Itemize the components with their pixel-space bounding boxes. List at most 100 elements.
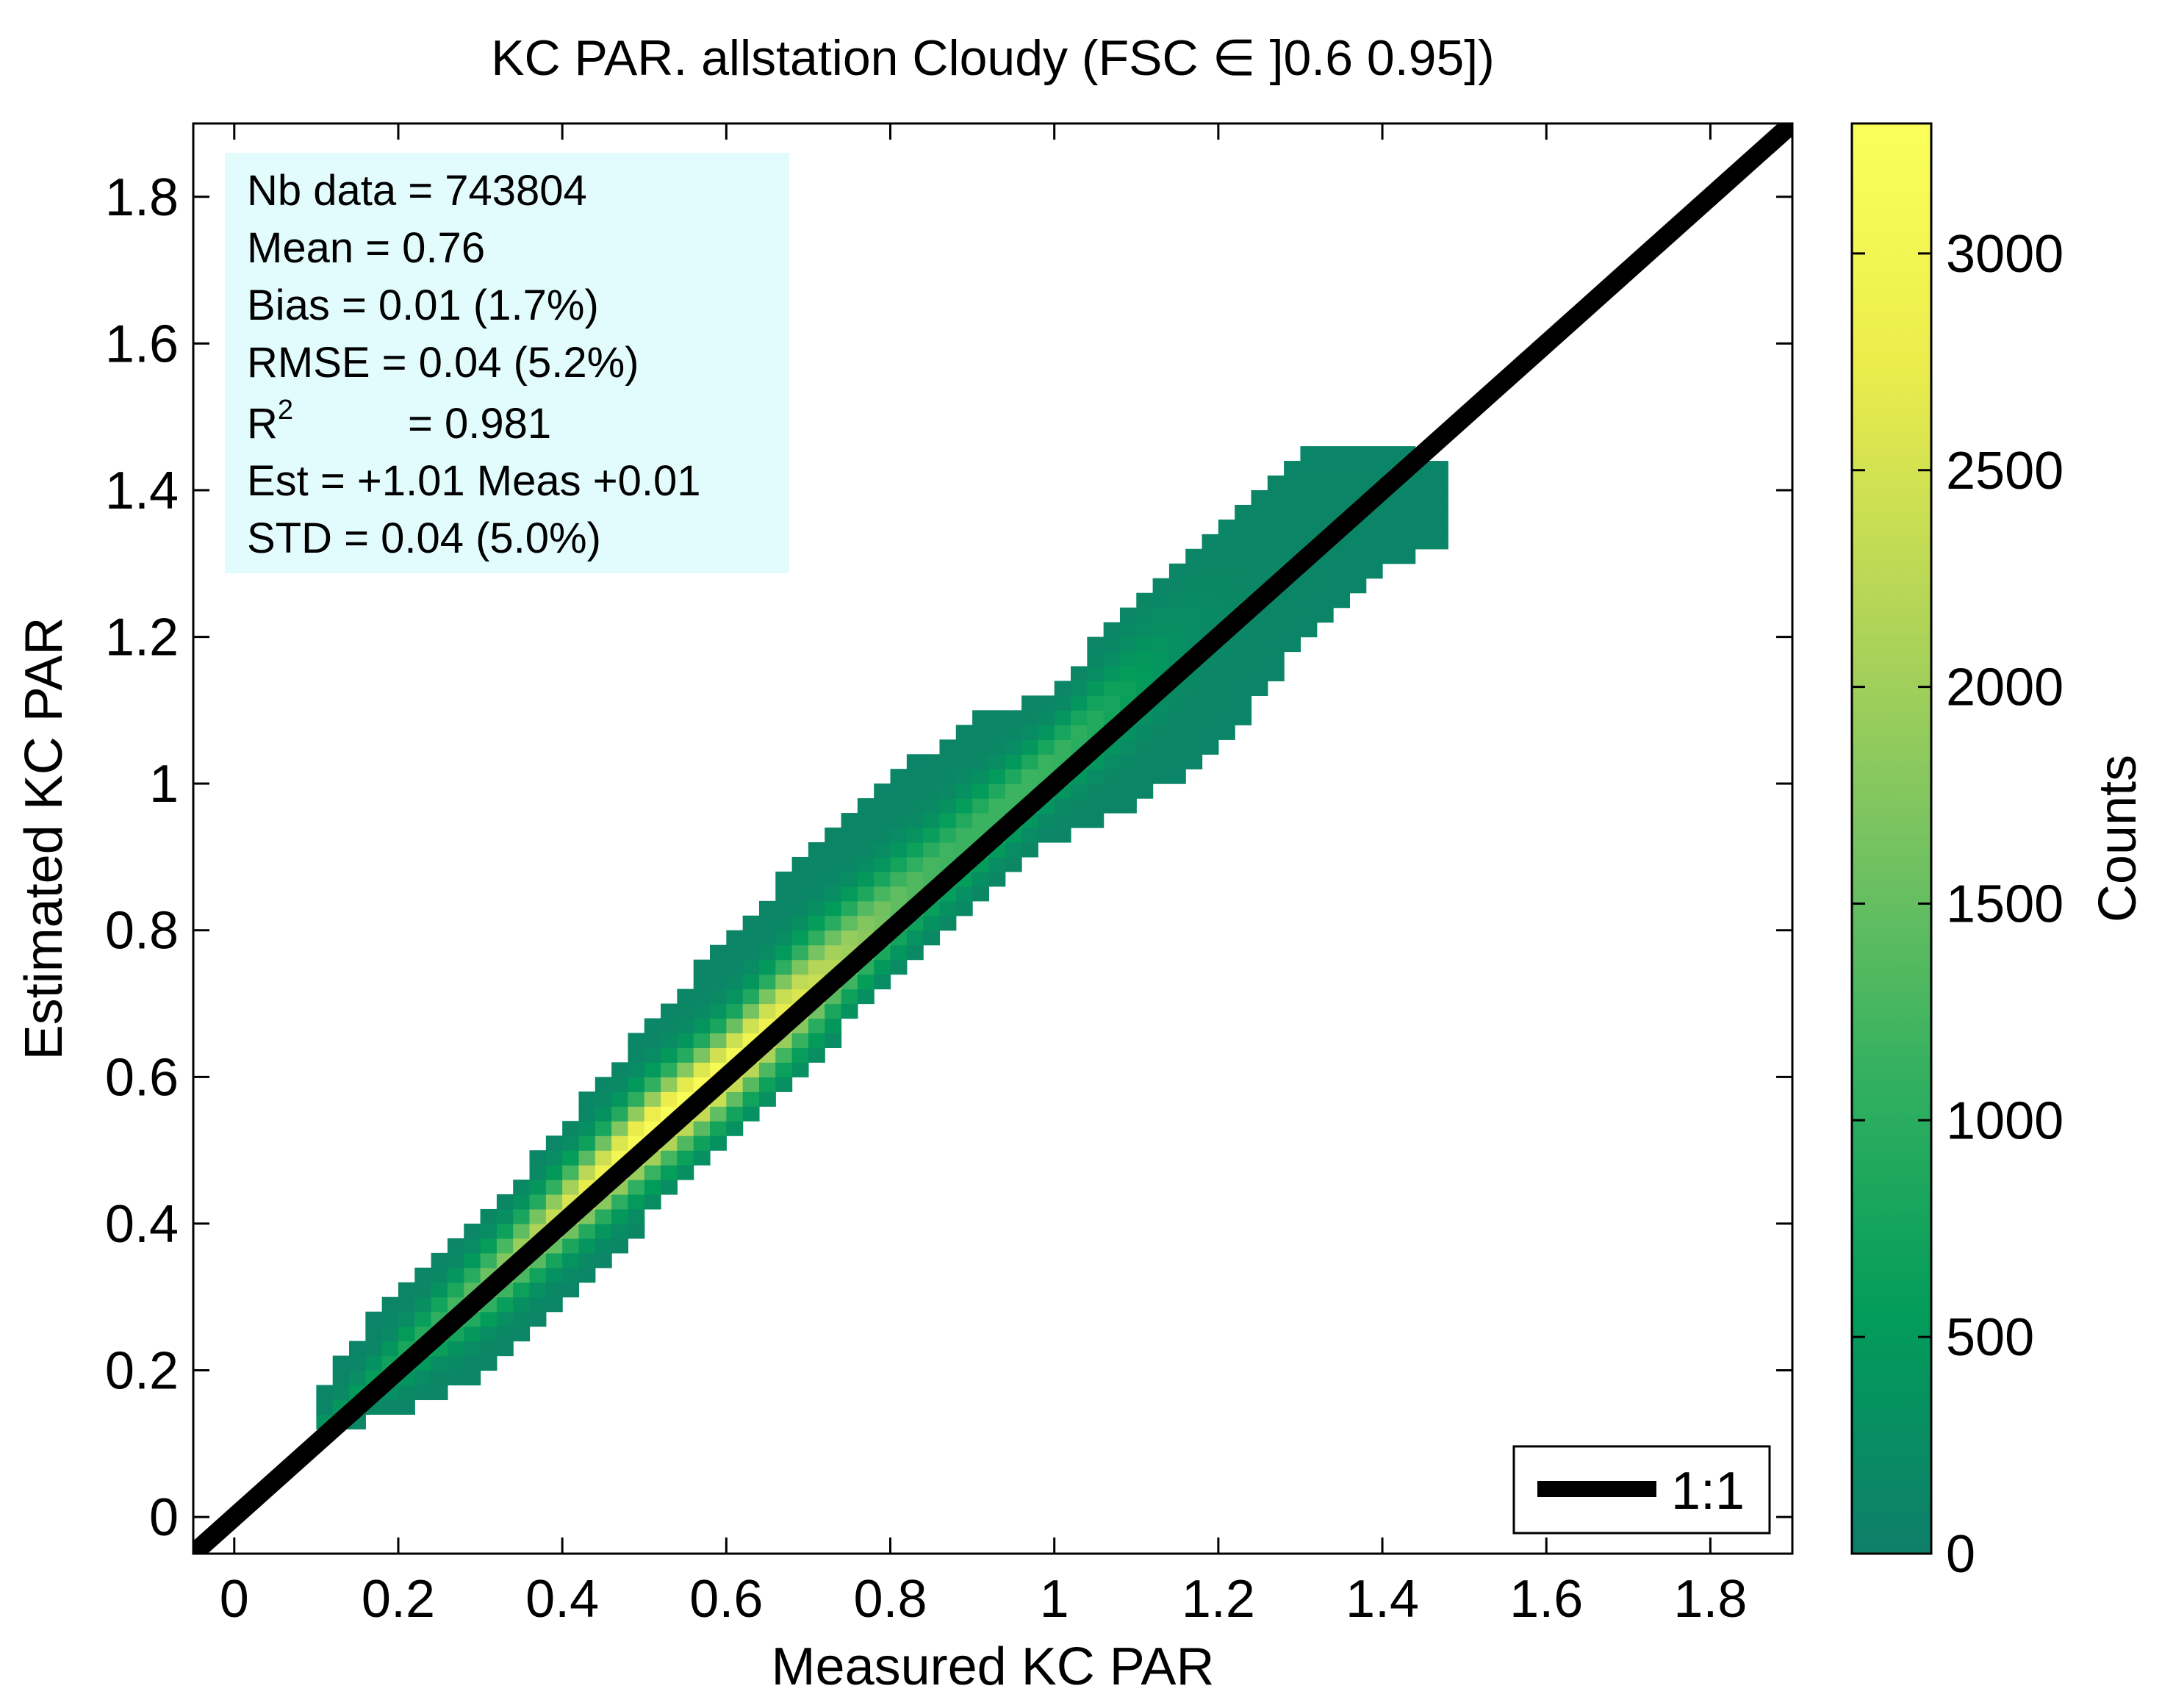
heatmap-cell [644,1180,661,1195]
heatmap-cell [628,1194,645,1210]
heatmap-cell [464,1370,481,1386]
heatmap-cell [398,1282,415,1298]
heatmap-cell [1267,548,1285,564]
heatmap-cell [578,1135,596,1151]
colorbar-tick-label: 0 [1946,1525,1975,1584]
heatmap-cell [841,1003,858,1019]
heatmap-cell [398,1326,415,1342]
heatmap-cell [890,828,908,843]
heatmap-cell [988,739,1006,755]
heatmap-cell [1235,578,1252,594]
heatmap-cell [1300,607,1318,623]
heatmap-cell [644,1077,661,1092]
heatmap-cell [661,1150,678,1166]
heatmap-cell [529,1267,547,1283]
heatmap-cell [349,1341,366,1357]
heatmap-cell [857,900,875,916]
heatmap-cell [611,1106,629,1122]
heatmap-cell [1300,504,1318,520]
heatmap-cell [464,1252,481,1269]
heatmap-cell [578,1165,596,1180]
heatmap-cell [1005,710,1022,725]
heatmap-cell [1284,476,1301,491]
heatmap-cell [513,1282,531,1298]
heatmap-cell [742,1077,760,1092]
heatmap-cell [595,1106,612,1122]
heatmap-cell [464,1267,481,1283]
heatmap-cell [710,1018,727,1034]
heatmap-cell [1021,754,1038,769]
heatmap-cell [841,930,858,946]
heatmap-cell [1185,548,1203,564]
heatmap-cell [1267,636,1285,653]
heatmap-cell [923,828,941,843]
heatmap-cell [1185,622,1203,638]
heatmap-cell [1168,695,1186,711]
heatmap-cell [758,1003,776,1019]
heatmap-cell [808,915,825,931]
heatmap-cell [857,871,875,887]
heatmap-cell [841,813,858,828]
heatmap-cell [611,1077,629,1092]
heatmap-cell [758,915,776,931]
heatmap-cell [1185,754,1203,769]
heatmap-cell [890,798,908,814]
heatmap-cell [545,1194,563,1210]
heatmap-cell [1218,651,1235,667]
heatmap-cell [431,1385,448,1401]
heatmap-cell [726,1003,744,1019]
heatmap-cell [1005,842,1022,858]
heatmap-cell [1168,578,1186,594]
stat-r2-symbol: R [247,400,278,448]
heatmap-cell [1071,695,1088,711]
heatmap-cell [1300,592,1318,609]
heatmap-cell [1349,578,1367,594]
heatmap-cell [939,828,957,843]
heatmap-cell [742,915,760,931]
heatmap-cell [742,944,760,961]
heatmap-cell [464,1326,481,1342]
heatmap-cell [906,856,924,872]
x-tick-label: 0 [220,1570,249,1629]
heatmap-cell [1119,754,1137,769]
heatmap-cell [1316,446,1334,462]
heatmap-cell [1005,769,1022,784]
heatmap-cell [923,813,941,828]
heatmap-cell [955,886,973,902]
heatmap-cell [1136,607,1154,623]
heatmap-cell [562,1238,580,1254]
heatmap-cell [414,1282,432,1298]
heatmap-cell [1333,563,1351,579]
heatmap-cell [447,1238,464,1254]
heatmap-cell [1005,739,1022,755]
heatmap-cell [972,886,990,902]
heatmap-cell [1136,769,1154,784]
heatmap-cell [874,886,891,902]
heatmap-cell [1005,783,1022,799]
heatmap-cell [939,754,957,769]
heatmap-cell [742,959,760,975]
heatmap-cell [693,1047,711,1063]
heatmap-cell [1038,725,1055,740]
heatmap-cell [988,754,1006,769]
heatmap-cell [562,1282,580,1298]
heatmap-cell [775,974,793,990]
colorbar-tick-label: 1500 [1946,875,2064,933]
heatmap-cell [513,1180,531,1195]
heatmap-cell [791,886,809,902]
x-tick-label: 1.2 [1182,1570,1255,1629]
heatmap-cell [972,769,990,784]
heatmap-cell [611,1194,629,1210]
heatmap-cell [758,959,776,975]
heatmap-cell [545,1252,563,1269]
heatmap-cell [742,974,760,990]
stats-box: Nb data = 743804 Mean = 0.76 Bias = 0.01… [225,153,789,573]
heatmap-cell [791,900,809,916]
heatmap-cell [1152,592,1170,609]
heatmap-cell [1382,446,1399,462]
heatmap-cell [381,1296,399,1313]
heatmap-cell [1152,651,1170,667]
heatmap-cell [1168,607,1186,623]
heatmap-cell [857,988,875,1005]
heatmap-cell [431,1370,448,1386]
